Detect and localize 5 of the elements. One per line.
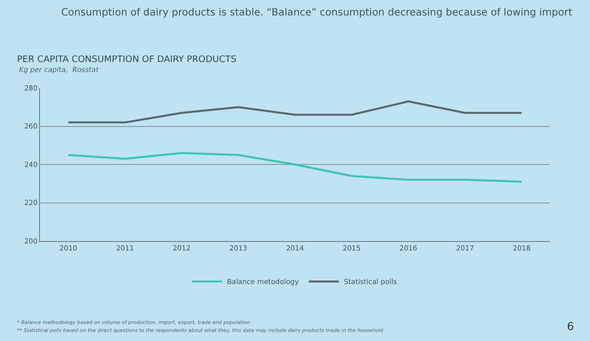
chart-title: Consumption of dairy products is stable. “Balance” consumption decreasing because of lowing import <box>61 8 572 19</box>
line-series <box>67 100 523 124</box>
chart-subtitle: PER CAPITA CONSUMPTION OF DAIRY PRODUCTS <box>17 55 237 65</box>
line-series <box>67 152 523 183</box>
text: 6 <box>567 320 574 333</box>
